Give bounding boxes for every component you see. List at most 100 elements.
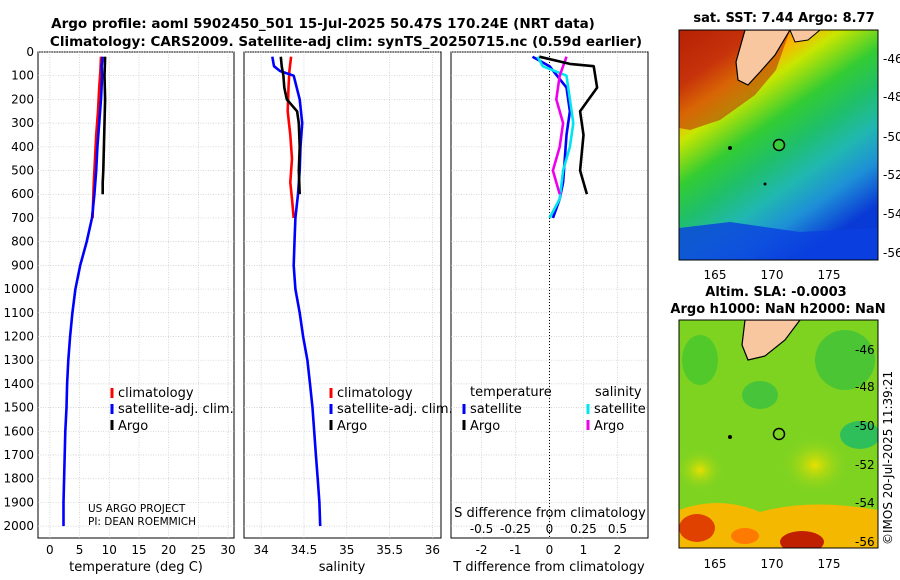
lon-tick: 175 bbox=[818, 557, 841, 571]
temperature-grid bbox=[38, 51, 234, 538]
depth-tick-label: 1900 bbox=[3, 495, 34, 509]
temperature-series bbox=[62, 56, 107, 527]
x-tick-label: -1 bbox=[510, 543, 522, 557]
legend-argo-label: Argo bbox=[337, 419, 367, 434]
lon-tick: 170 bbox=[761, 268, 784, 282]
lat-tick: -54 bbox=[883, 207, 900, 221]
salinity-plot-frame bbox=[243, 51, 442, 539]
sst-cold-region bbox=[679, 222, 878, 260]
legend-t-satellite-label: satellite bbox=[470, 402, 522, 417]
lat-tick: -56 bbox=[855, 535, 875, 549]
salinity-series bbox=[271, 56, 322, 527]
legend-satellite-label: satellite-adj. clim. bbox=[337, 402, 453, 417]
lat-tick: -50 bbox=[883, 130, 900, 144]
difference-legend: temperature satellite Argo salinity sate… bbox=[462, 385, 646, 434]
land-new-zealand bbox=[735, 30, 791, 86]
depth-tick-labels: 0 100 200 300 400 500 600 700 800 900 1000 1100 1200… bbox=[3, 45, 34, 533]
depth-tick-label: 1000 bbox=[3, 282, 34, 296]
sla-map-frame bbox=[678, 319, 879, 549]
sla-map-title: Altim. SLA: -0.0003 bbox=[705, 285, 846, 300]
pi-annotation: PI: DEAN ROEMMICH bbox=[88, 516, 196, 528]
s-tick-label: 0.5 bbox=[608, 522, 627, 536]
legend-climatology-label: climatology bbox=[118, 386, 194, 401]
lat-tick: -48 bbox=[855, 380, 875, 394]
legend-salinity-title: salinity bbox=[595, 385, 642, 400]
land-coast-north bbox=[789, 30, 821, 43]
t-difference-xlabel: T difference from climatology bbox=[452, 560, 645, 575]
x-tick-label: 0 bbox=[546, 543, 554, 557]
land-new-zealand bbox=[741, 320, 801, 361]
t-difference-tick-labels: -2 -1 0 1 2 bbox=[476, 543, 622, 557]
depth-tick-label: 300 bbox=[11, 116, 34, 130]
salinity-grid bbox=[244, 51, 441, 538]
lat-tick: -52 bbox=[883, 168, 900, 182]
sla-high-anomaly bbox=[731, 528, 759, 544]
lat-tick: -46 bbox=[855, 343, 875, 357]
sla-lat-ticks: -46 -48 -50 -52 -54 -56 bbox=[855, 343, 875, 549]
sla-map-subtitle: Argo h1000: NaN h2000: NaN bbox=[670, 302, 885, 317]
sst-lat-ticks: -46 -48 -50 -52 -54 -56 bbox=[883, 52, 900, 260]
salinity-tick-labels: 34 34.5 35 35.5 36 bbox=[253, 543, 440, 557]
lat-tick: -50 bbox=[855, 419, 875, 433]
legend-s-argo-label: Argo bbox=[594, 419, 624, 434]
difference-grid bbox=[451, 51, 648, 538]
x-tick-label: -2 bbox=[476, 543, 488, 557]
series-line-climatology bbox=[286, 56, 295, 219]
lon-tick: 175 bbox=[818, 268, 841, 282]
temperature-profile-panel: 0100200300400500600700800900100011001200… bbox=[3, 45, 235, 575]
island-marker-south bbox=[763, 182, 767, 186]
title-line-2: Climatology: CARS2009. Satellite-adj cli… bbox=[50, 34, 642, 50]
legend-temperature-title: temperature bbox=[470, 385, 552, 400]
salinity-xlabel: salinity bbox=[319, 560, 366, 575]
x-tick-label: 35.5 bbox=[376, 543, 403, 557]
x-tick-label: 10 bbox=[102, 543, 117, 557]
sla-anomaly bbox=[780, 435, 850, 495]
sla-anomaly bbox=[679, 448, 725, 492]
legend-climatology-label: climatology bbox=[337, 386, 413, 401]
difference-series bbox=[531, 55, 599, 219]
sla-anomaly bbox=[815, 330, 875, 390]
temperature-legend: climatology satellite-adj. clim. Argo bbox=[110, 386, 234, 434]
x-tick-label: 25 bbox=[191, 543, 206, 557]
x-tick-label: 1 bbox=[580, 543, 588, 557]
lat-tick: -56 bbox=[883, 246, 900, 260]
legend-satellite-label: satellite-adj. clim. bbox=[118, 402, 234, 417]
argo-float-marker bbox=[772, 427, 786, 441]
depth-tick-label: 1200 bbox=[3, 329, 34, 343]
depth-tick-label: 1700 bbox=[3, 448, 34, 462]
x-tick-label: 0 bbox=[46, 543, 54, 557]
salinity-legend: climatology satellite-adj. clim. Argo bbox=[329, 386, 453, 434]
x-tick-label: 30 bbox=[220, 543, 235, 557]
legend-s-satellite-label: satellite bbox=[594, 402, 646, 417]
x-tick-label: 34 bbox=[253, 543, 268, 557]
lat-tick: -46 bbox=[883, 52, 900, 66]
depth-tick-label: 800 bbox=[11, 235, 34, 249]
sla-map-image bbox=[679, 320, 878, 548]
x-tick-label: 20 bbox=[161, 543, 176, 557]
x-tick-label: 15 bbox=[131, 543, 146, 557]
sla-lon-ticks: 165 170 175 bbox=[704, 557, 841, 571]
temperature-plot-frame bbox=[37, 51, 235, 539]
depth-tick-label: 200 bbox=[11, 92, 34, 106]
depth-tick-label: 1300 bbox=[3, 353, 34, 367]
salinity-profile-panel: 34 34.5 35 35.5 36 salinity climatology sate… bbox=[243, 51, 453, 575]
sla-positive-band bbox=[679, 502, 878, 548]
s-difference-xlabel: S difference from climatology bbox=[454, 506, 646, 521]
lon-tick: 165 bbox=[704, 557, 727, 571]
project-annotation: US ARGO PROJECT bbox=[88, 503, 186, 515]
argo-float-marker bbox=[772, 138, 786, 152]
sla-anomaly bbox=[840, 421, 878, 449]
title-line-1: Argo profile: aoml 5902450_501 15-Jul-20… bbox=[51, 16, 595, 32]
legend-argo-label: Argo bbox=[118, 419, 148, 434]
series-line-t-argo bbox=[539, 55, 599, 195]
depth-tick-label: 900 bbox=[11, 258, 34, 272]
sst-map-frame bbox=[678, 29, 879, 261]
island-marker bbox=[728, 146, 732, 150]
s-tick-label: -0.25 bbox=[500, 522, 531, 536]
depth-tick-label: 1600 bbox=[3, 424, 34, 438]
legend-t-argo-label: Argo bbox=[470, 419, 500, 434]
lat-tick: -48 bbox=[883, 90, 900, 104]
depth-tick-label: 600 bbox=[11, 187, 34, 201]
s-tick-label: 0 bbox=[546, 522, 554, 536]
